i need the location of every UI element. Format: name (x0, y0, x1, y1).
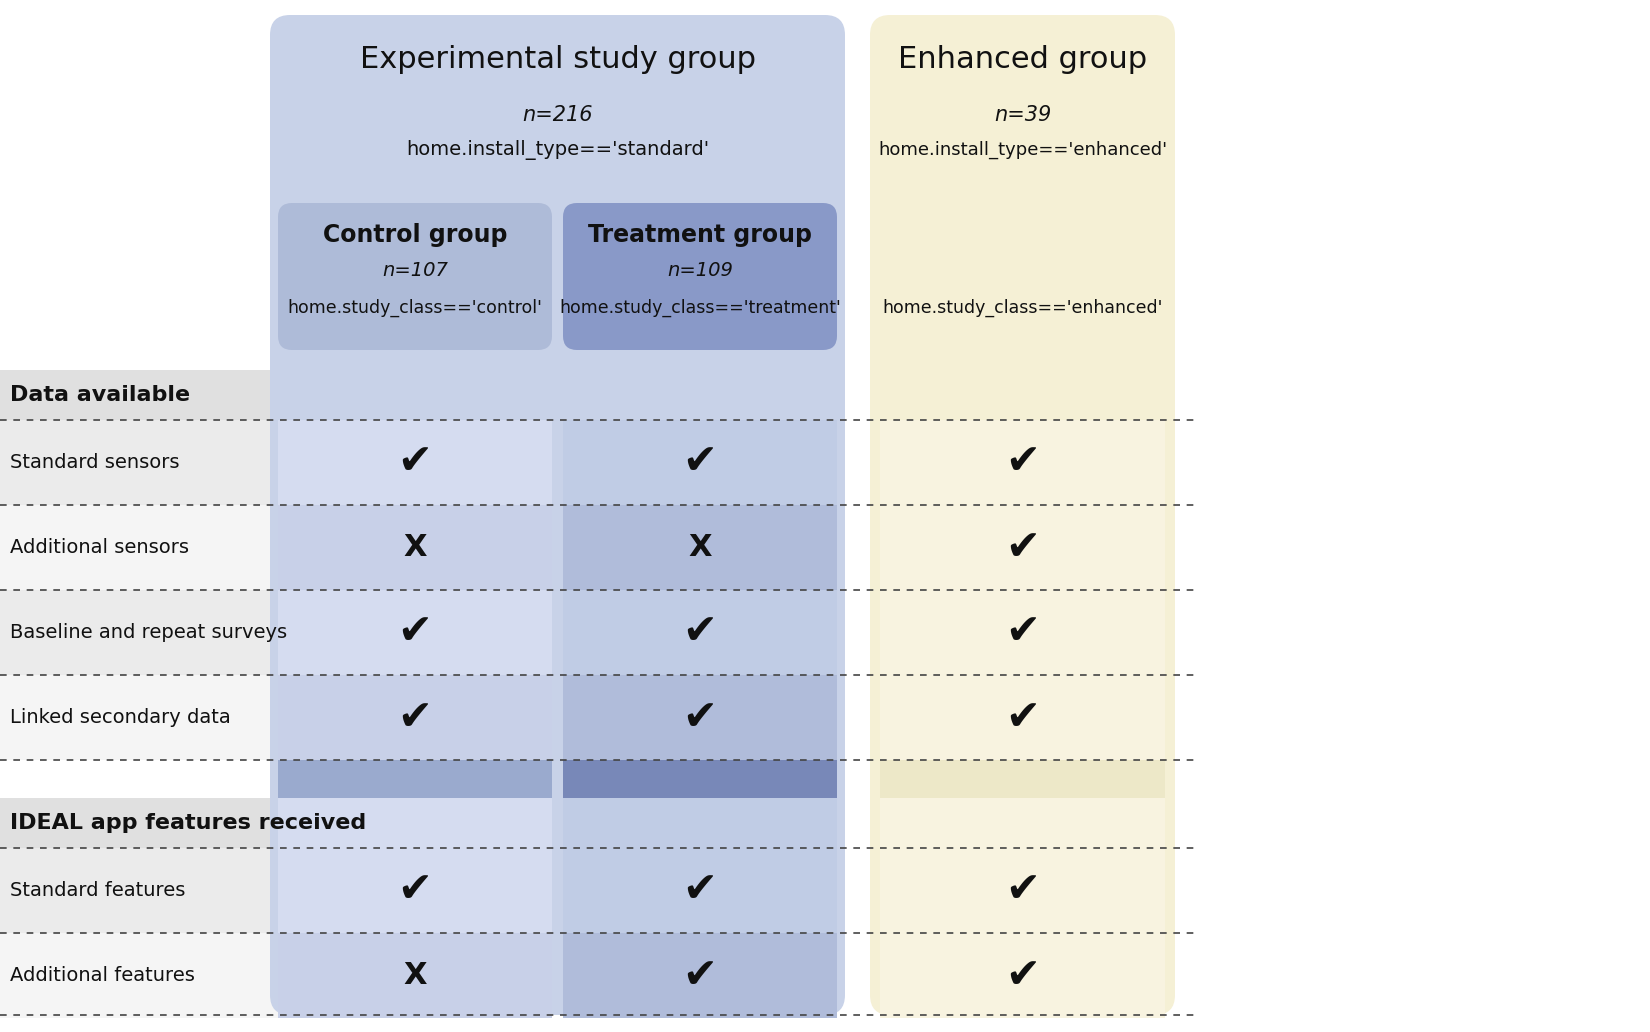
Text: ✔: ✔ (683, 442, 718, 484)
Bar (0, 420, 280, 505)
Text: X: X (688, 533, 711, 562)
Bar (563, 933, 837, 1018)
Bar (879, 675, 1165, 760)
Bar (879, 590, 1165, 675)
Bar (277, 675, 553, 760)
Text: X: X (403, 533, 427, 562)
Text: X: X (403, 961, 427, 990)
Bar (879, 848, 1165, 933)
Text: n=39: n=39 (993, 105, 1051, 125)
Text: ✔: ✔ (683, 870, 718, 911)
Text: home.install_type=='enhanced': home.install_type=='enhanced' (878, 140, 1167, 159)
Bar (0, 0, 280, 1032)
Text: Standard features: Standard features (10, 881, 185, 900)
FancyBboxPatch shape (563, 203, 837, 350)
Bar (879, 505, 1165, 590)
FancyBboxPatch shape (870, 15, 1175, 1015)
Text: ✔: ✔ (398, 697, 432, 739)
Text: Linked secondary data: Linked secondary data (10, 708, 231, 727)
Bar (563, 420, 837, 505)
Text: ✔: ✔ (398, 612, 432, 653)
Bar (0, 798, 280, 848)
Bar (277, 420, 553, 505)
Bar (0, 370, 280, 420)
Bar (563, 848, 837, 933)
Text: Standard sensors: Standard sensors (10, 453, 180, 472)
Text: ✔: ✔ (398, 442, 432, 484)
Bar (879, 420, 1165, 505)
Bar (0, 675, 280, 760)
Text: Data available: Data available (10, 385, 190, 405)
Bar (0, 933, 280, 1018)
Text: ✔: ✔ (1005, 955, 1040, 997)
Text: ✔: ✔ (398, 870, 432, 911)
Text: Experimental study group: Experimental study group (360, 45, 756, 74)
Text: ✔: ✔ (1005, 442, 1040, 484)
Text: Treatment group: Treatment group (587, 223, 812, 247)
Text: ✔: ✔ (1005, 870, 1040, 911)
FancyBboxPatch shape (277, 203, 553, 350)
Bar (563, 675, 837, 760)
Text: n=107: n=107 (383, 261, 447, 281)
Bar (277, 798, 553, 848)
Text: home.study_class=='control': home.study_class=='control' (287, 299, 543, 317)
Bar (0, 505, 280, 590)
Bar (277, 848, 553, 933)
Text: ✔: ✔ (1005, 697, 1040, 739)
Bar (0, 760, 280, 798)
Text: home.study_class=='treatment': home.study_class=='treatment' (559, 299, 842, 317)
Text: Additional features: Additional features (10, 966, 195, 985)
FancyBboxPatch shape (271, 15, 845, 1015)
Text: ✔: ✔ (683, 955, 718, 997)
Bar (879, 760, 1165, 798)
Bar (879, 933, 1165, 1018)
Text: home.study_class=='enhanced': home.study_class=='enhanced' (883, 299, 1163, 317)
Text: n=109: n=109 (667, 261, 733, 281)
Text: ✔: ✔ (683, 612, 718, 653)
Text: Additional sensors: Additional sensors (10, 538, 190, 557)
Bar (563, 505, 837, 590)
Text: IDEAL app features received: IDEAL app features received (10, 813, 366, 833)
Bar (563, 590, 837, 675)
Text: Enhanced group: Enhanced group (898, 45, 1147, 74)
Bar (0, 848, 280, 933)
Text: home.install_type=='standard': home.install_type=='standard' (406, 140, 710, 160)
Bar (277, 760, 553, 798)
Text: ✔: ✔ (683, 697, 718, 739)
Bar (563, 760, 837, 798)
Text: ✔: ✔ (1005, 612, 1040, 653)
Text: Baseline and repeat surveys: Baseline and repeat surveys (10, 623, 287, 642)
Bar (277, 590, 553, 675)
Text: Control group: Control group (323, 223, 507, 247)
Text: n=216: n=216 (523, 105, 592, 125)
Bar (563, 798, 837, 848)
Bar (277, 505, 553, 590)
Bar (0, 590, 280, 675)
Bar (277, 933, 553, 1018)
Bar (879, 798, 1165, 848)
Text: ✔: ✔ (1005, 526, 1040, 569)
